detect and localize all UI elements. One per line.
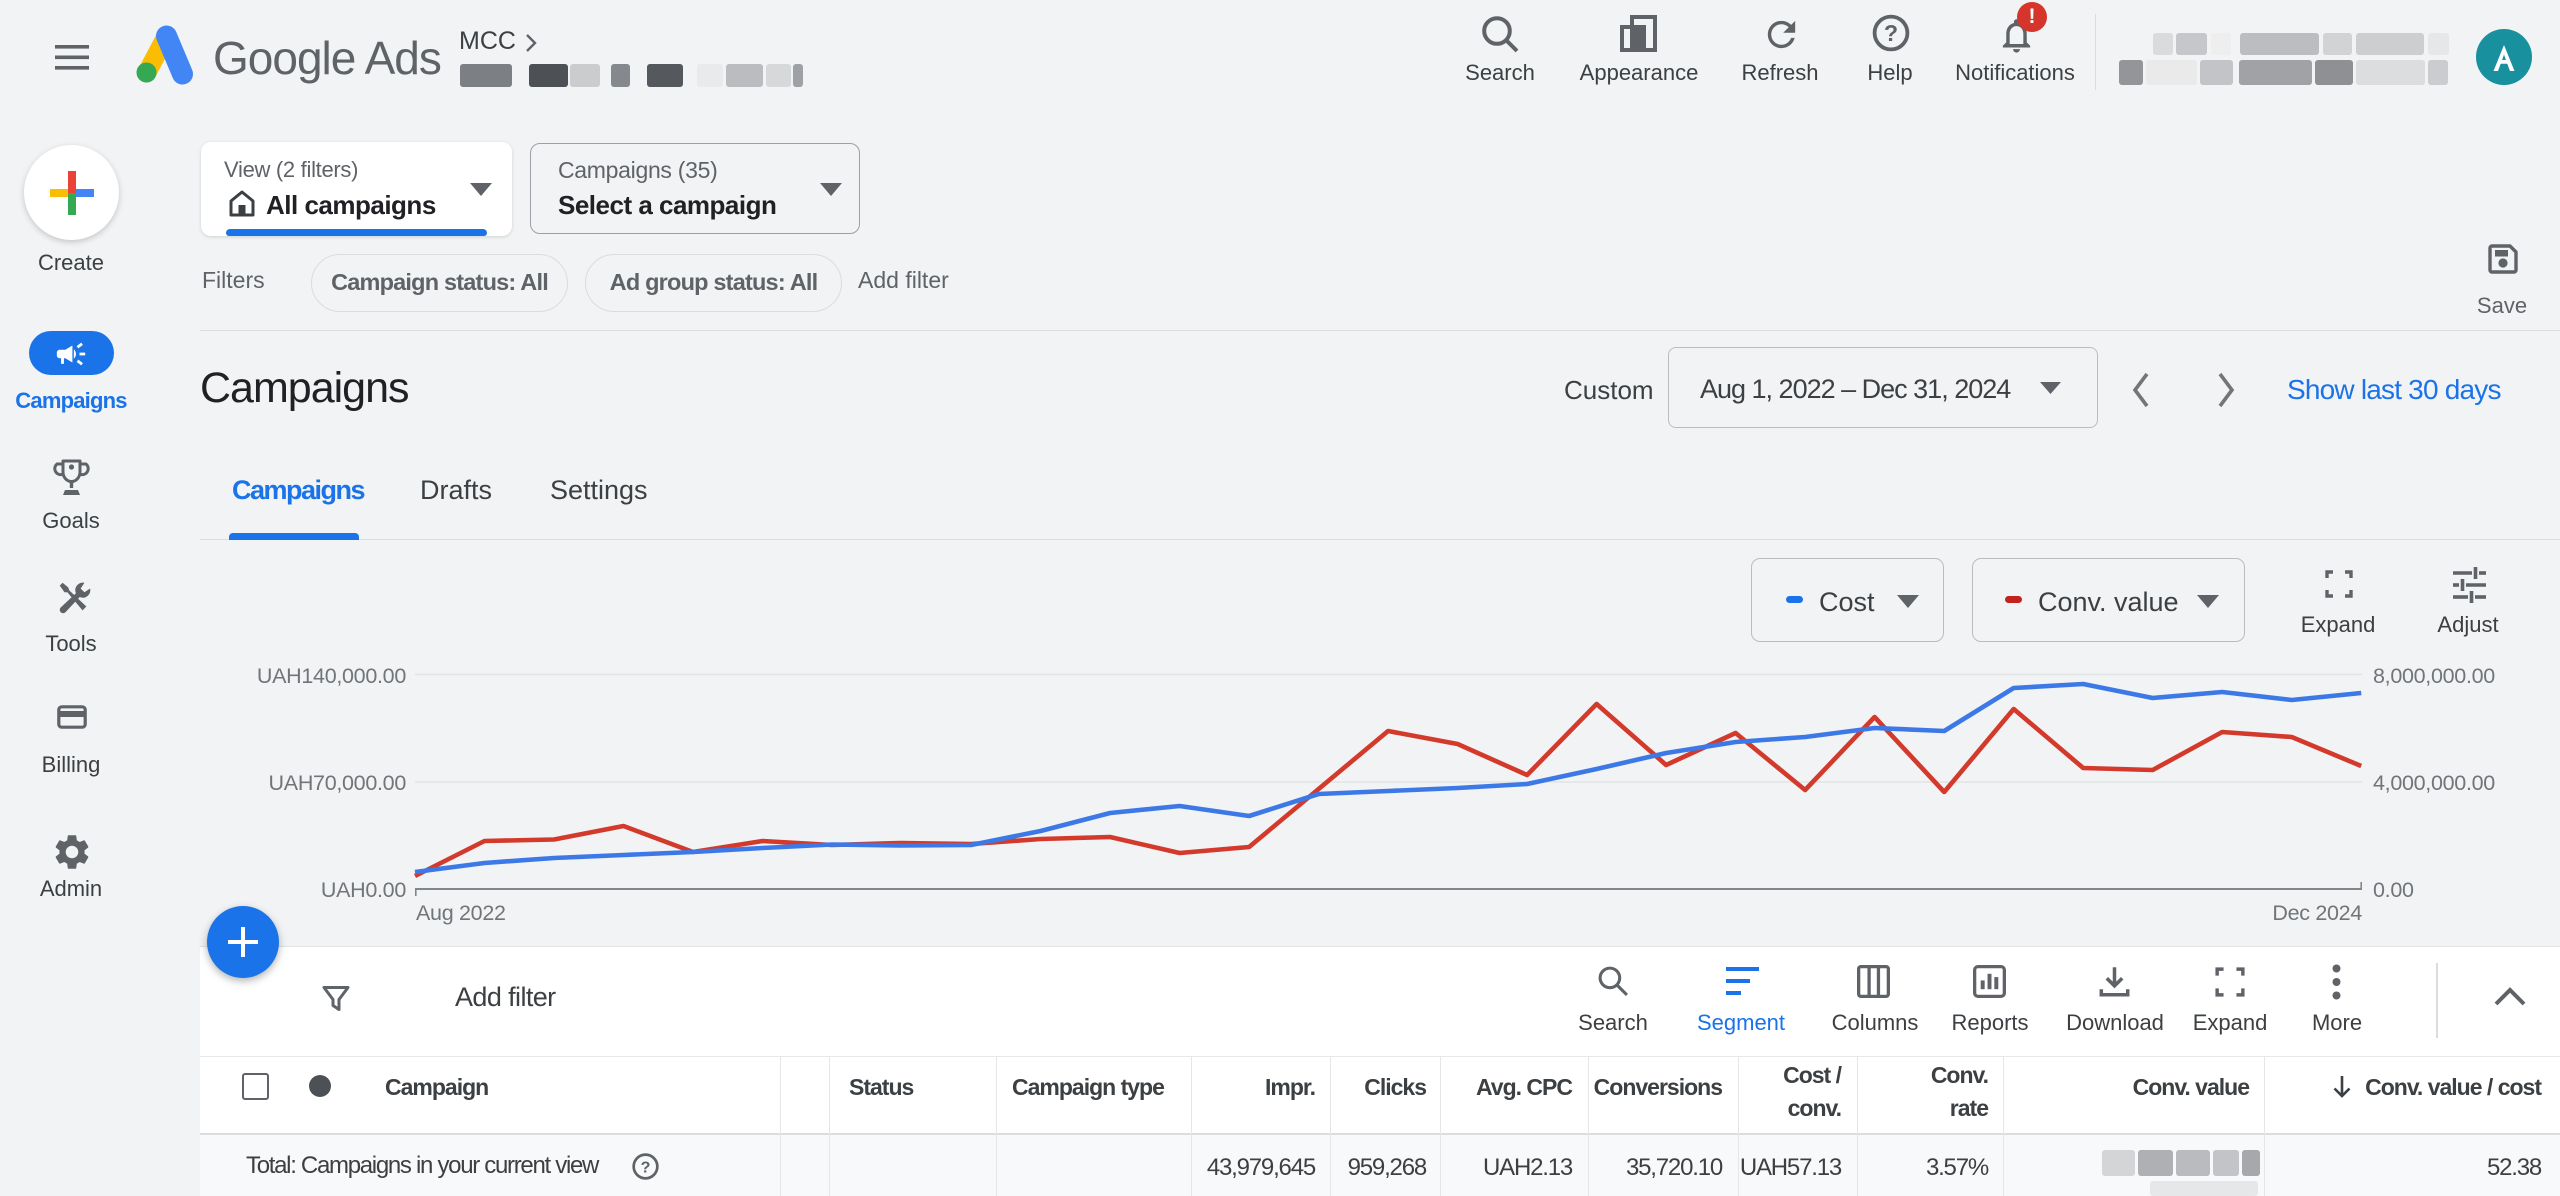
svg-text:UAH140,000.00: UAH140,000.00 [257,664,406,688]
svg-text:Dec 2024: Dec 2024 [2272,901,2362,925]
svg-text:0.00: 0.00 [2373,878,2414,902]
svg-text:UAH0.00: UAH0.00 [321,878,406,902]
svg-text:?: ? [1884,20,1898,46]
svg-text:Aug 2022: Aug 2022 [416,901,506,925]
svg-text:?: ? [641,1159,651,1177]
svg-text:UAH70,000.00: UAH70,000.00 [269,771,407,795]
svg-text:8,000,000.00: 8,000,000.00 [2373,664,2495,688]
svg-text:4,000,000.00: 4,000,000.00 [2373,771,2495,795]
